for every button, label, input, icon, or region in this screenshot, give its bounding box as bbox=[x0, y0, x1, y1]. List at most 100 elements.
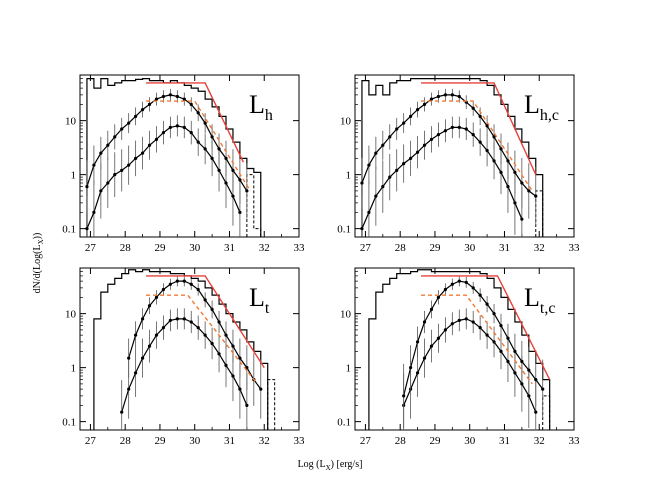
low-series-point bbox=[513, 201, 517, 205]
mid-series-point bbox=[127, 121, 131, 125]
mid-series-point bbox=[450, 282, 454, 286]
low-series-point bbox=[492, 340, 496, 344]
mid-series-point bbox=[140, 317, 145, 321]
panel-label: Lt,c bbox=[524, 283, 555, 317]
histogram-total bbox=[368, 269, 551, 430]
mid-series-point bbox=[217, 147, 221, 151]
y-tick-label: 10 bbox=[65, 309, 77, 321]
mid-series-point bbox=[485, 124, 489, 128]
low-series-point bbox=[127, 163, 131, 167]
mid-series-point bbox=[436, 94, 441, 99]
mid-series-point bbox=[134, 114, 138, 118]
fit-line bbox=[146, 275, 265, 369]
panels: 27 28 29 30 31 32 33 0.1 1 10 Lh 27 28 29 30 31 32 33 0.1 1… bbox=[62, 74, 581, 447]
mid-series-point bbox=[113, 135, 117, 139]
mid-series-point bbox=[520, 181, 524, 185]
panel-label: Lt bbox=[249, 283, 270, 317]
histogram-total bbox=[93, 269, 269, 430]
y-tick-label: 10 bbox=[340, 116, 352, 128]
mid-series-point bbox=[147, 102, 152, 106]
low-series-point bbox=[409, 156, 413, 160]
x-tick-label: 27 bbox=[360, 435, 372, 447]
mid-series-point bbox=[154, 97, 159, 101]
low-series-point bbox=[471, 320, 475, 324]
x-tick-label: 30 bbox=[189, 242, 201, 254]
histogram-total bbox=[361, 78, 544, 237]
low-series-point bbox=[134, 371, 138, 375]
low-series-point bbox=[196, 326, 200, 330]
mid-series-point bbox=[168, 93, 172, 97]
mid-series-point bbox=[395, 127, 399, 131]
x-tick-label: 30 bbox=[464, 435, 476, 447]
mid-series-point bbox=[106, 143, 110, 147]
mid-series-point bbox=[534, 194, 538, 198]
mid-series-point bbox=[217, 320, 221, 324]
mid-series-point bbox=[231, 168, 235, 172]
plot-frame bbox=[354, 267, 575, 431]
low-series-point bbox=[443, 129, 447, 133]
mid-series-point bbox=[402, 121, 406, 125]
low-series-point bbox=[478, 326, 482, 330]
mid-series-point bbox=[429, 307, 434, 311]
low-series-point bbox=[464, 127, 468, 131]
low-series-point bbox=[168, 318, 172, 322]
low-series-point bbox=[471, 133, 475, 137]
mid-series-point bbox=[429, 97, 434, 101]
low-series-point bbox=[154, 333, 159, 337]
y-tick-label: 0.1 bbox=[337, 224, 351, 236]
low-series-point bbox=[402, 162, 406, 166]
low-series-line bbox=[361, 126, 523, 229]
mid-series-point bbox=[367, 163, 371, 167]
low-series-point bbox=[436, 336, 441, 340]
mid-series-point bbox=[409, 114, 413, 118]
low-series-point bbox=[231, 194, 235, 198]
low-series-point bbox=[238, 387, 242, 391]
mid-series-point bbox=[245, 189, 249, 193]
mid-series-point bbox=[210, 307, 214, 311]
low-series-point bbox=[415, 150, 420, 154]
histogram-dashed-tail bbox=[535, 190, 544, 237]
low-series-point bbox=[464, 317, 468, 321]
low-series-point bbox=[120, 168, 124, 172]
mid-series-point bbox=[541, 387, 545, 391]
mid-series-point bbox=[478, 293, 482, 297]
mid-series-point bbox=[175, 279, 179, 283]
low-series-line bbox=[403, 318, 537, 413]
mid-series-point bbox=[224, 156, 228, 160]
mid-series-point bbox=[506, 159, 510, 163]
low-series-point bbox=[450, 322, 454, 326]
x-tick-label: 29 bbox=[154, 242, 166, 254]
fit-line bbox=[421, 82, 537, 175]
low-series-point bbox=[527, 394, 531, 398]
x-tick-label: 29 bbox=[429, 435, 441, 447]
mid-series-point bbox=[259, 387, 263, 391]
low-series-point bbox=[520, 217, 524, 221]
x-tick-label: 33 bbox=[569, 435, 581, 447]
low-series-point bbox=[415, 371, 420, 375]
mid-series-point bbox=[409, 366, 413, 370]
mid-series-point bbox=[513, 170, 517, 175]
low-series-point bbox=[182, 125, 186, 129]
x-tick-label: 33 bbox=[294, 242, 306, 254]
x-tick-label: 33 bbox=[569, 242, 581, 254]
plot-frame bbox=[79, 74, 300, 238]
y-tick-label: 1 bbox=[71, 170, 77, 182]
low-series-point bbox=[175, 317, 179, 321]
mid-series-point bbox=[161, 94, 166, 99]
low-series-point bbox=[478, 140, 482, 144]
x-tick-label: 31 bbox=[499, 435, 510, 447]
low-series-point bbox=[147, 344, 152, 348]
histogram-dashed-tail bbox=[267, 379, 276, 430]
y-tick-label: 1 bbox=[346, 363, 352, 375]
mid-series-point bbox=[478, 114, 482, 118]
plot-frame bbox=[79, 267, 300, 431]
low-series-point bbox=[127, 387, 131, 391]
panel-Lt: 27 28 29 30 31 32 33 0.1 1 10 Lt bbox=[62, 267, 305, 447]
mid-series-point bbox=[450, 93, 454, 97]
mid-series-point bbox=[182, 97, 186, 101]
low-series-point bbox=[485, 148, 489, 153]
mid-series-point bbox=[527, 189, 531, 193]
mid-series-point bbox=[238, 356, 242, 360]
low-series-point bbox=[113, 173, 117, 177]
low-series-point bbox=[147, 143, 152, 147]
